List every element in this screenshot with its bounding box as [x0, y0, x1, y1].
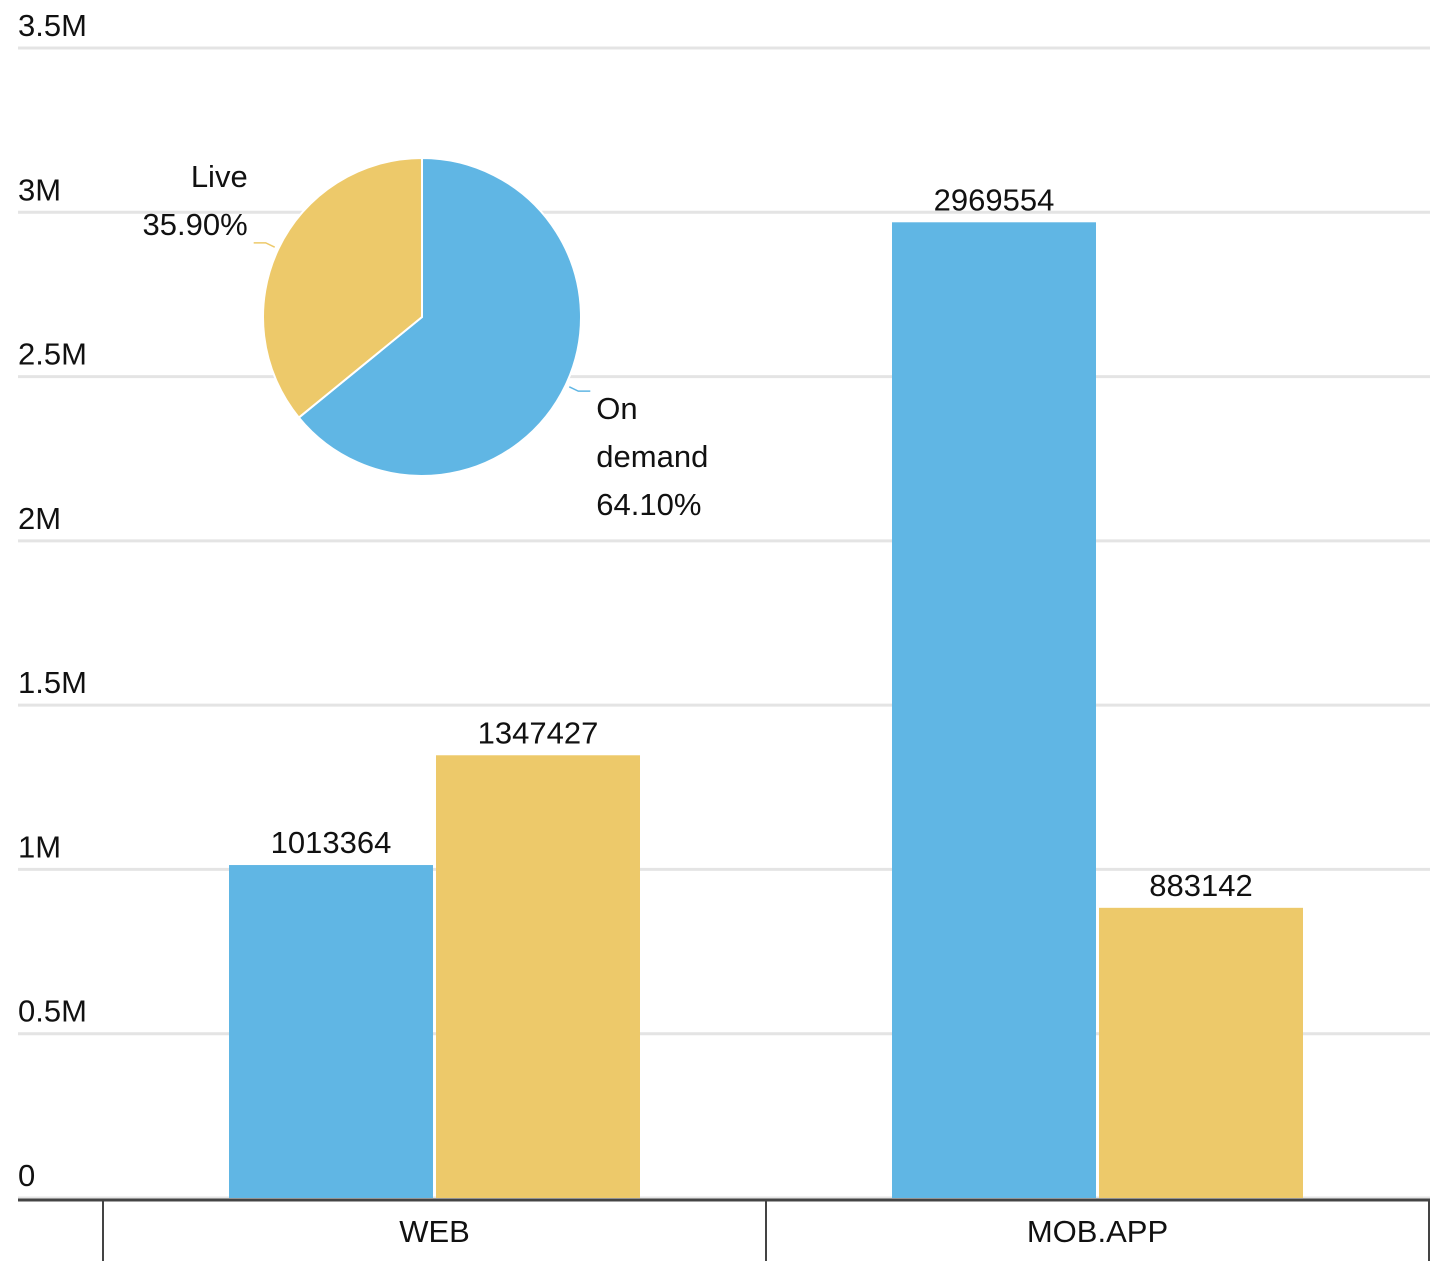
bar-value-label: 883142 — [1149, 868, 1252, 903]
pie-value-label: 64.10% — [596, 487, 701, 522]
y-tick-label: 0 — [18, 1158, 35, 1193]
y-tick-label: 2M — [18, 501, 61, 536]
bar-value-label: 1347427 — [478, 715, 599, 750]
y-tick-label: 1M — [18, 829, 61, 864]
bar-value-label: 2969554 — [934, 182, 1055, 217]
x-tick-label: MOB.APP — [1027, 1214, 1168, 1249]
leader-line — [253, 242, 276, 248]
pie-slice — [262, 156, 423, 419]
pie-label-line: On — [596, 391, 646, 426]
pie-slice — [297, 156, 582, 477]
y-tick-label: 3.5M — [18, 8, 87, 43]
bar — [229, 865, 433, 1198]
y-tick-label: 0.5M — [18, 994, 87, 1029]
y-tick-label: 2.5M — [18, 337, 87, 372]
bar-value-label: 1013364 — [271, 825, 392, 860]
pie-label: Live — [191, 159, 248, 194]
pie-label: On demand — [596, 391, 708, 474]
y-tick-label: 3M — [18, 172, 61, 207]
bar — [1099, 907, 1303, 1198]
x-tick-label: WEB — [399, 1214, 470, 1249]
bar — [436, 755, 640, 1198]
bar — [892, 222, 1096, 1198]
leader-line — [568, 386, 591, 392]
pie-label-line: demand — [596, 439, 708, 474]
y-tick-label: 1.5M — [18, 665, 87, 700]
pie-value-label: 35.90% — [143, 207, 248, 242]
pie-label-line: Live — [191, 159, 248, 194]
